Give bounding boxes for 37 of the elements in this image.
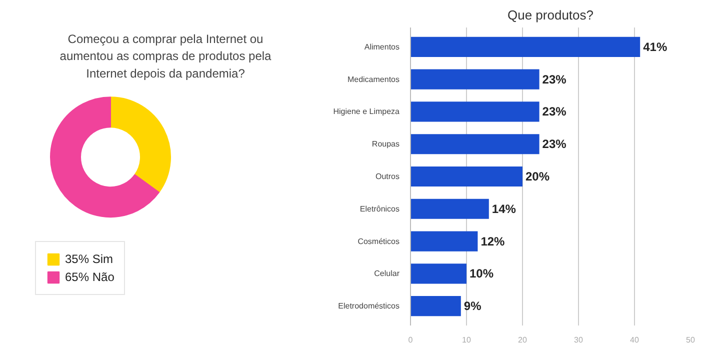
data-label: 12% [480,234,506,248]
x-tick-label: 40 [630,336,640,344]
data-label: 23% [542,72,567,86]
y-tick-label: Outros [375,172,400,181]
data-label: 10% [470,266,494,281]
data-label: 23% [542,104,567,119]
data-label: 9% [464,299,482,314]
data-label: 20% [526,170,550,184]
y-tick-label: Celular [374,269,400,278]
y-tick-label: Roupas [372,140,400,149]
bar [410,36,640,57]
chart-title: Que produtos? [508,8,594,22]
bar [410,69,540,90]
bar [410,264,466,284]
x-tick-label: 50 [686,336,696,344]
bar [410,134,540,154]
y-tick-label: Medicamentos [347,74,400,84]
data-label: 14% [492,202,516,216]
bar [410,296,461,316]
data-label: 41% [643,40,668,54]
legend-label: 35% Sim [65,252,114,266]
y-tick-label: Eletrônicos [360,204,400,214]
bar [410,102,540,122]
x-tick-label: 20 [518,336,528,344]
y-tick-label: Higiene e Limpeza [333,107,400,116]
bar [410,231,478,252]
y-tick-label: Cosméticos [358,236,400,246]
x-tick-label: 0 [408,336,414,344]
x-tick-label: 30 [574,336,584,344]
y-tick-label: Alimentos [364,42,400,52]
bar [410,198,489,219]
data-label: 23% [542,137,567,152]
legend-label: 65% Não [65,270,114,284]
x-tick-label: 10 [462,336,472,344]
y-tick-label: Eletrodomésticos [338,302,400,311]
bar [410,166,522,187]
chart-title: Começou a comprar pela Internet ou aumentou as compras de produtos pela Internet depois da pandemia? [60,32,272,80]
